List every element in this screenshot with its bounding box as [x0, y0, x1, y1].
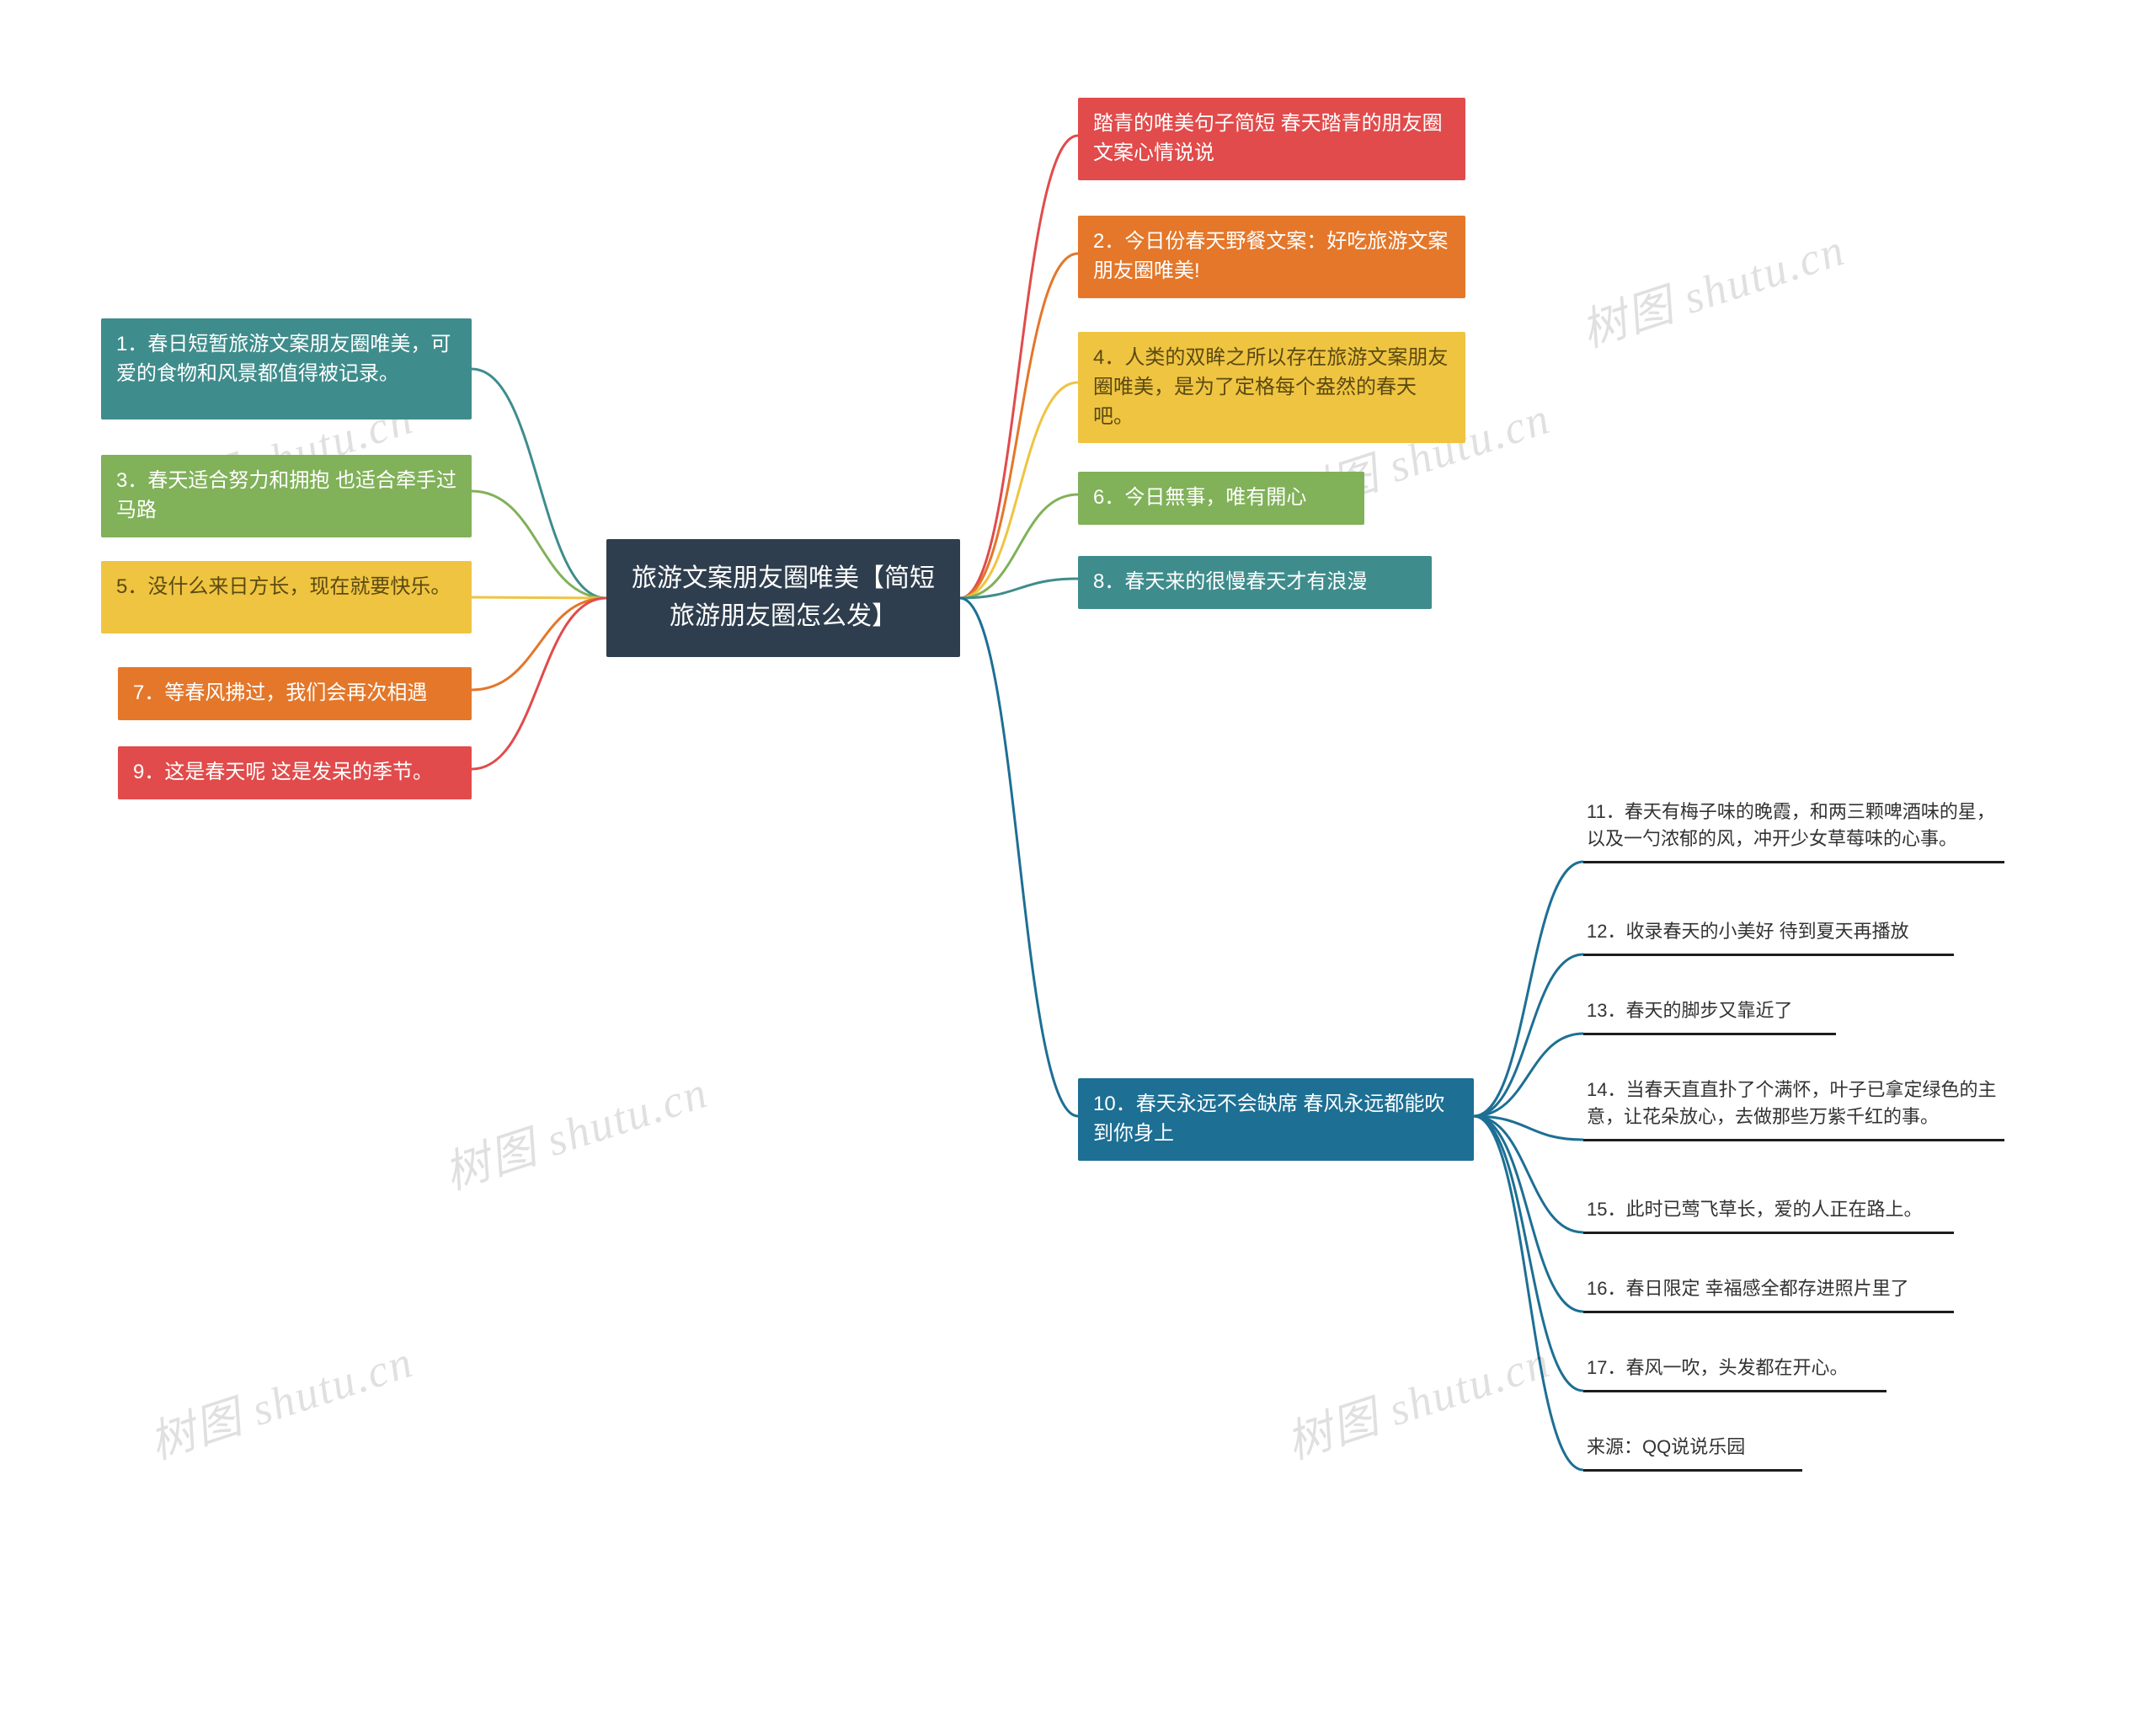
watermark: 树图 shutu.cn	[435, 1055, 716, 1203]
leaf-underline	[1583, 1311, 1954, 1313]
leaf-underline	[1583, 1232, 1954, 1234]
right-node-r8: 8．春天来的很慢春天才有浪漫	[1078, 556, 1432, 609]
right-node-r6: 6．今日無事，唯有開心	[1078, 472, 1364, 525]
left-node-l3: 3．春天适合努力和拥抱 也适合牵手过马路	[101, 455, 472, 537]
left-node-l7: 7．等春风拂过，我们会再次相遇	[118, 667, 472, 720]
leaf-node-c11: 11．春天有梅子味的晚霞，和两三颗啤酒味的星，以及一勺浓郁的风，冲开少女草莓味的…	[1583, 799, 2004, 858]
leaf-underline	[1583, 1139, 2004, 1141]
leaf-node-c16: 16．春日限定 幸福感全都存进照片里了	[1583, 1275, 1954, 1307]
right-node-r4: 4．人类的双眸之所以存在旅游文案朋友圈唯美，是为了定格每个盎然的春天吧。	[1078, 332, 1465, 443]
leaf-node-c13: 13．春天的脚步又靠近了	[1583, 997, 1836, 1029]
mindmap-canvas: 树图 shutu.cn树图 shutu.cn树图 shutu.cn树图 shut…	[0, 0, 2156, 1726]
watermark: 树图 shutu.cn	[1572, 212, 1853, 361]
watermark: 树图 shutu.cn	[140, 1324, 421, 1472]
leaf-node-src: 来源：QQ说说乐园	[1583, 1434, 1802, 1466]
leaf-underline	[1583, 1033, 1836, 1035]
right-node-r0: 踏青的唯美句子简短 春天踏青的朋友圈文案心情说说	[1078, 98, 1465, 180]
leaf-node-c12: 12．收录春天的小美好 待到夏天再播放	[1583, 918, 1954, 950]
right-node-r10: 10．春天永远不会缺席 春风永远都能吹到你身上	[1078, 1078, 1474, 1161]
right-node-r2: 2．今日份春天野餐文案：好吃旅游文案朋友圈唯美!	[1078, 216, 1465, 298]
center-node: 旅游文案朋友圈唯美【简短旅游朋友圈怎么发】	[606, 539, 960, 657]
watermark: 树图 shutu.cn	[1277, 1324, 1558, 1472]
leaf-underline	[1583, 1469, 1802, 1472]
leaf-underline	[1583, 861, 2004, 863]
left-node-l9: 9．这是春天呢 这是发呆的季节。	[118, 746, 472, 799]
left-node-l5: 5．没什么来日方长，现在就要快乐。	[101, 561, 472, 633]
leaf-node-c17: 17．春风一吹，头发都在开心。	[1583, 1355, 1886, 1387]
leaf-node-c15: 15．此时已莺飞草长，爱的人正在路上。	[1583, 1196, 1954, 1228]
leaf-underline	[1583, 954, 1954, 956]
leaf-underline	[1583, 1390, 1886, 1392]
leaf-node-c14: 14．当春天直直扑了个满怀，叶子已拿定绿色的主意，让花朵放心，去做那些万紫千红的…	[1583, 1077, 2004, 1136]
left-node-l1: 1．春日短暂旅游文案朋友圈唯美，可爱的食物和风景都值得被记录。	[101, 318, 472, 419]
